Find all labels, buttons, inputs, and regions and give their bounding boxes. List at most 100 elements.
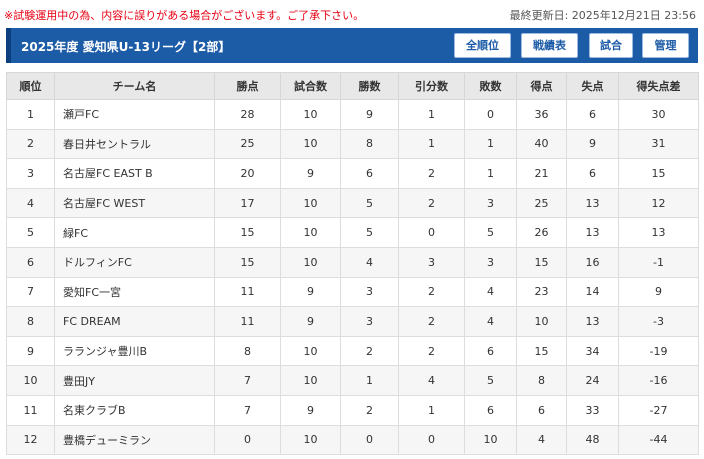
- goals-for-cell: 40: [516, 128, 567, 160]
- draws-cell: 4: [398, 365, 465, 396]
- goals-against-cell: 16: [566, 246, 619, 278]
- losses-cell: 1: [464, 128, 517, 160]
- goals-for-cell: 26: [516, 217, 567, 248]
- losses-cell: 1: [464, 158, 517, 189]
- points-cell: 0: [214, 424, 281, 456]
- rank-cell: 4: [6, 187, 55, 219]
- goals-against-cell: 48: [566, 424, 619, 456]
- points-cell: 11: [214, 276, 281, 308]
- column-header-rank: 順位: [6, 72, 55, 100]
- team-name-cell[interactable]: 愛知FC一宮: [54, 276, 215, 308]
- draws-cell: 0: [398, 217, 465, 248]
- points-cell: 25: [214, 128, 281, 160]
- losses-cell: 3: [464, 246, 517, 278]
- points-cell: 28: [214, 99, 281, 130]
- goals-against-cell: 13: [566, 187, 619, 219]
- wins-cell: 8: [340, 128, 399, 160]
- last-updated: 最終更新日: 2025年12月21日 23:56: [509, 9, 696, 22]
- draws-cell: 1: [398, 99, 465, 130]
- table-row: 2 春日井セントラル 25 10 8 1 1 40 9 31: [6, 128, 699, 160]
- wins-cell: 2: [340, 335, 399, 367]
- team-name-cell[interactable]: 豊橋デューミラン: [54, 424, 215, 456]
- trial-notice: ※試験運用中の為、内容に誤りがある場合がございます。ご了承下さい。: [4, 9, 365, 22]
- goal-difference-cell: -16: [618, 365, 699, 396]
- team-name-cell[interactable]: 春日井セントラル: [54, 128, 215, 160]
- goals-against-cell: 33: [566, 394, 619, 426]
- rank-cell: 11: [6, 394, 55, 426]
- goal-difference-cell: 12: [618, 187, 699, 219]
- goal-difference-cell: -27: [618, 394, 699, 426]
- team-name-cell[interactable]: FC DREAM: [54, 306, 215, 337]
- wins-cell: 3: [340, 306, 399, 337]
- points-cell: 8: [214, 335, 281, 367]
- played-cell: 10: [280, 128, 341, 160]
- team-name-cell[interactable]: 瀬戸FC: [54, 99, 215, 130]
- table-row: 8 FC DREAM 11 9 3 2 4 10 13 -3: [6, 306, 699, 337]
- losses-cell: 6: [464, 335, 517, 367]
- losses-cell: 4: [464, 276, 517, 308]
- table-row: 1 瀬戸FC 28 10 9 1 0 36 6 30: [6, 99, 699, 130]
- table-row: 9 ラランジャ豊川B 8 10 2 2 6 15 34 -19: [6, 335, 699, 367]
- league-title: 2025年度 愛知県U-13リーグ【2部】: [21, 40, 231, 54]
- points-cell: 7: [214, 365, 281, 396]
- goals-against-cell: 6: [566, 158, 619, 189]
- goals-for-cell: 10: [516, 306, 567, 337]
- column-header-points: 勝点: [214, 72, 281, 100]
- column-header-played: 試合数: [280, 72, 341, 100]
- notice-bar: ※試験運用中の為、内容に誤りがある場合がございます。ご了承下さい。 最終更新日:…: [0, 0, 704, 26]
- team-name-cell[interactable]: 豊田JY: [54, 365, 215, 396]
- draws-cell: 2: [398, 187, 465, 219]
- goal-difference-cell: 9: [618, 276, 699, 308]
- points-cell: 17: [214, 187, 281, 219]
- wins-cell: 9: [340, 99, 399, 130]
- rank-cell: 7: [6, 276, 55, 308]
- table-header-row: 順位 チーム名 勝点 試合数 勝数 引分数 敗数 得点 失点 得失点差: [6, 72, 699, 100]
- team-name-cell[interactable]: 緑FC: [54, 217, 215, 248]
- rank-cell: 5: [6, 217, 55, 248]
- draws-cell: 3: [398, 246, 465, 278]
- table-row: 12 豊橋デューミラン 0 10 0 0 10 4 48 -44: [6, 424, 699, 456]
- goals-for-cell: 23: [516, 276, 567, 308]
- played-cell: 10: [280, 246, 341, 278]
- goal-difference-cell: 13: [618, 217, 699, 248]
- goals-for-cell: 15: [516, 335, 567, 367]
- team-name-cell[interactable]: 名古屋FC WEST: [54, 187, 215, 219]
- played-cell: 9: [280, 394, 341, 426]
- goals-for-cell: 25: [516, 187, 567, 219]
- team-name-cell[interactable]: ラランジャ豊川B: [54, 335, 215, 367]
- team-name-cell[interactable]: 名東クラブB: [54, 394, 215, 426]
- rank-cell: 2: [6, 128, 55, 160]
- played-cell: 10: [280, 99, 341, 130]
- goals-against-cell: 13: [566, 217, 619, 248]
- losses-cell: 6: [464, 394, 517, 426]
- table-row: 7 愛知FC一宮 11 9 3 2 4 23 14 9: [6, 276, 699, 308]
- admin-button[interactable]: 管理: [642, 33, 689, 58]
- results-table-button[interactable]: 戦績表: [521, 33, 578, 58]
- played-cell: 10: [280, 365, 341, 396]
- team-name-cell[interactable]: 名古屋FC EAST B: [54, 158, 215, 189]
- wins-cell: 5: [340, 217, 399, 248]
- team-name-cell[interactable]: ドルフィンFC: [54, 246, 215, 278]
- goal-difference-cell: 30: [618, 99, 699, 130]
- goals-against-cell: 34: [566, 335, 619, 367]
- losses-cell: 5: [464, 365, 517, 396]
- goal-difference-cell: -19: [618, 335, 699, 367]
- wins-cell: 4: [340, 246, 399, 278]
- wins-cell: 3: [340, 276, 399, 308]
- column-header-team: チーム名: [54, 72, 215, 100]
- all-standings-button[interactable]: 全順位: [454, 33, 511, 58]
- rank-cell: 9: [6, 335, 55, 367]
- wins-cell: 1: [340, 365, 399, 396]
- points-cell: 11: [214, 306, 281, 337]
- played-cell: 10: [280, 335, 341, 367]
- table-row: 11 名東クラブB 7 9 2 1 6 6 33 -27: [6, 394, 699, 426]
- goals-for-cell: 15: [516, 246, 567, 278]
- points-cell: 15: [214, 246, 281, 278]
- draws-cell: 0: [398, 424, 465, 456]
- goals-against-cell: 9: [566, 128, 619, 160]
- column-header-goal-difference: 得失点差: [618, 72, 699, 100]
- goals-for-cell: 8: [516, 365, 567, 396]
- goals-for-cell: 6: [516, 394, 567, 426]
- losses-cell: 10: [464, 424, 517, 456]
- matches-button[interactable]: 試合: [589, 33, 633, 58]
